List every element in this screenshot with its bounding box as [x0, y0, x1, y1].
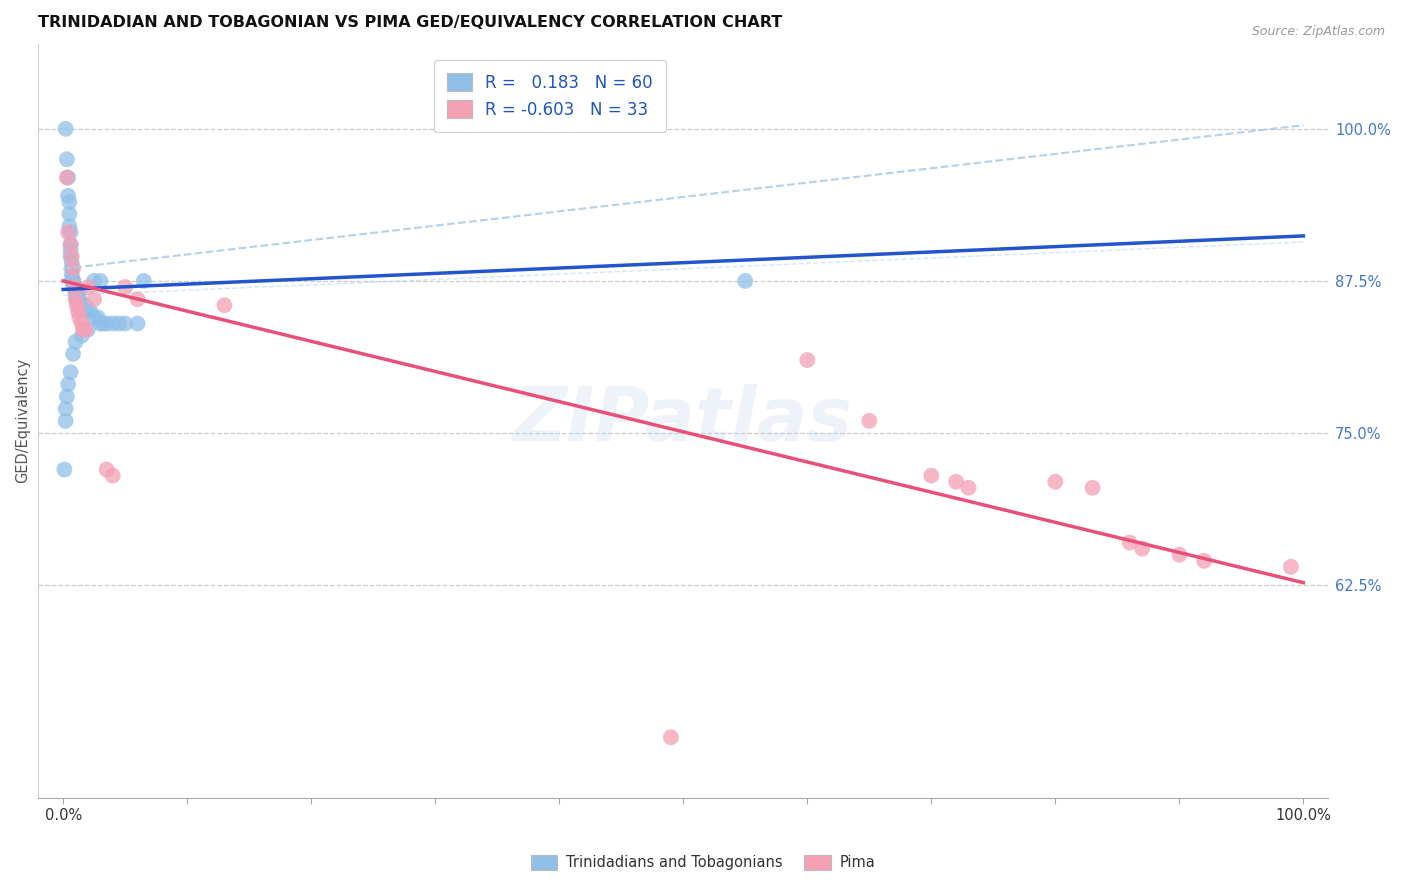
Point — [101, 317, 124, 331]
Point — [1279, 560, 1302, 574]
Point — [70, 317, 93, 331]
Point — [58, 194, 80, 209]
Point — [59, 237, 82, 252]
Point — [1081, 481, 1104, 495]
Point — [65, 292, 87, 306]
Point — [56, 390, 79, 404]
Point — [1119, 535, 1142, 549]
Point — [796, 353, 818, 368]
Point — [79, 304, 101, 318]
Point — [55, 401, 77, 416]
Point — [214, 298, 236, 312]
Point — [1192, 554, 1215, 568]
Point — [56, 170, 79, 185]
Point — [59, 365, 82, 379]
Point — [132, 274, 155, 288]
Legend: Trinidadians and Tobagonians, Pima: Trinidadians and Tobagonians, Pima — [524, 848, 882, 876]
Point — [66, 292, 89, 306]
Point — [108, 317, 131, 331]
Point — [55, 121, 77, 136]
Point — [66, 304, 89, 318]
Point — [91, 317, 114, 331]
Point — [69, 298, 91, 312]
Point — [77, 280, 100, 294]
Point — [63, 280, 86, 294]
Point — [957, 481, 980, 495]
Point — [858, 414, 880, 428]
Point — [72, 323, 94, 337]
Point — [96, 317, 118, 331]
Point — [89, 317, 111, 331]
Point — [58, 219, 80, 234]
Point — [114, 280, 136, 294]
Point — [67, 298, 90, 312]
Point — [59, 250, 82, 264]
Point — [66, 298, 89, 312]
Point — [63, 280, 86, 294]
Point — [65, 286, 87, 301]
Point — [53, 462, 76, 476]
Point — [72, 304, 94, 318]
Point — [59, 225, 82, 239]
Point — [66, 286, 89, 301]
Point — [60, 255, 83, 269]
Text: Source: ZipAtlas.com: Source: ZipAtlas.com — [1251, 25, 1385, 38]
Point — [114, 317, 136, 331]
Point — [59, 237, 82, 252]
Point — [83, 310, 105, 325]
Point — [56, 225, 79, 239]
Point — [63, 280, 86, 294]
Point — [62, 347, 84, 361]
Point — [56, 377, 79, 392]
Point — [55, 414, 77, 428]
Point — [59, 244, 82, 258]
Point — [734, 274, 756, 288]
Text: ZIPatlas: ZIPatlas — [513, 384, 853, 458]
Point — [56, 153, 79, 167]
Point — [58, 207, 80, 221]
Point — [77, 304, 100, 318]
Point — [75, 298, 97, 312]
Point — [83, 292, 105, 306]
Point — [70, 298, 93, 312]
Point — [62, 274, 84, 288]
Point — [96, 462, 118, 476]
Point — [920, 468, 942, 483]
Point — [60, 250, 83, 264]
Point — [77, 323, 100, 337]
Point — [1168, 548, 1191, 562]
Point — [70, 328, 93, 343]
Point — [66, 286, 89, 301]
Point — [65, 282, 87, 296]
Point — [83, 274, 105, 288]
Point — [945, 475, 967, 489]
Point — [56, 170, 79, 185]
Point — [60, 261, 83, 276]
Point — [63, 280, 86, 294]
Point — [67, 292, 90, 306]
Point — [66, 292, 89, 306]
Point — [659, 730, 682, 744]
Point — [127, 292, 149, 306]
Text: TRINIDADIAN AND TOBAGONIAN VS PIMA GED/EQUIVALENCY CORRELATION CHART: TRINIDADIAN AND TOBAGONIAN VS PIMA GED/E… — [38, 15, 783, 30]
Point — [75, 323, 97, 337]
Point — [62, 274, 84, 288]
Point — [60, 274, 83, 288]
Point — [127, 317, 149, 331]
Point — [101, 468, 124, 483]
Point — [62, 261, 84, 276]
Point — [89, 274, 111, 288]
Point — [65, 334, 87, 349]
Y-axis label: GED/Equivalency: GED/Equivalency — [15, 359, 30, 483]
Point — [1130, 541, 1153, 556]
Point — [67, 310, 90, 325]
Point — [62, 274, 84, 288]
Point — [1045, 475, 1067, 489]
Point — [62, 274, 84, 288]
Point — [87, 310, 110, 325]
Point — [60, 268, 83, 282]
Legend: R =   0.183   N = 60, R = -0.603   N = 33: R = 0.183 N = 60, R = -0.603 N = 33 — [433, 60, 666, 132]
Point — [56, 188, 79, 202]
Point — [65, 282, 87, 296]
